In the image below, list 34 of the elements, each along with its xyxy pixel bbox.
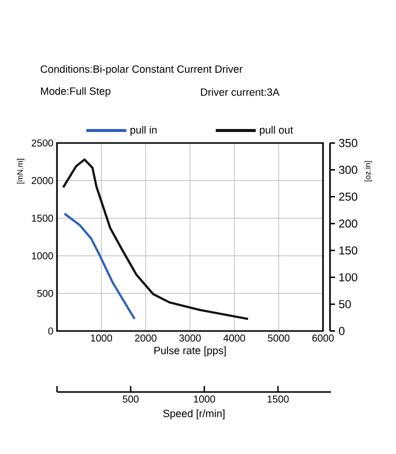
y-tick-label: 500 bbox=[37, 290, 54, 297]
y-tick-label: 2500 bbox=[32, 139, 54, 147]
x-tick-label: 5000 bbox=[268, 334, 290, 342]
y2-tick-label: 0 bbox=[338, 326, 344, 336]
text: Conditions:Bi-polar Constant Current Driver bbox=[40, 65, 242, 75]
text: Driver current:3A bbox=[201, 88, 280, 96]
y2-tick-label: 350 bbox=[338, 138, 358, 148]
text: Mode:Full Step bbox=[41, 87, 110, 97]
x-tick-label: 3000 bbox=[179, 334, 201, 342]
legend-label: pull in bbox=[130, 126, 157, 136]
y-tick-label: 1000 bbox=[32, 252, 54, 260]
y-tick-label: 0 bbox=[48, 327, 54, 335]
y2-tick-label: 100 bbox=[339, 273, 358, 282]
y-tick-label: 2000 bbox=[32, 177, 54, 184]
y2-tick-label: 150 bbox=[339, 246, 358, 254]
x2-tick-label: 1000 bbox=[194, 396, 216, 403]
y2-tick-label: 300 bbox=[338, 166, 358, 174]
y-tick-label: 1500 bbox=[32, 214, 54, 222]
x-tick-label: 6000 bbox=[312, 334, 334, 342]
x-axis-title: Pulse rate [pps] bbox=[154, 346, 226, 356]
x2-tick-label: 1500 bbox=[268, 396, 289, 403]
x2-tick-label: 500 bbox=[122, 396, 139, 403]
x-tick-label: 2000 bbox=[135, 334, 156, 342]
y2-tick-label: 200 bbox=[339, 219, 358, 228]
y2-tick-label: 250 bbox=[339, 192, 358, 201]
y2-tick-label: 50 bbox=[338, 300, 351, 308]
legend-label: pull out bbox=[260, 126, 294, 136]
x2-axis-title: Speed [r/min] bbox=[163, 409, 224, 420]
line-series bbox=[62, 158, 250, 320]
y-axis-title: [mN.m] bbox=[16, 158, 24, 184]
y2-axis-title: [oz.in] bbox=[364, 161, 372, 182]
x-tick-label: 4000 bbox=[223, 334, 246, 342]
x-tick-label: 1000 bbox=[90, 334, 112, 342]
line-series bbox=[63, 212, 136, 320]
